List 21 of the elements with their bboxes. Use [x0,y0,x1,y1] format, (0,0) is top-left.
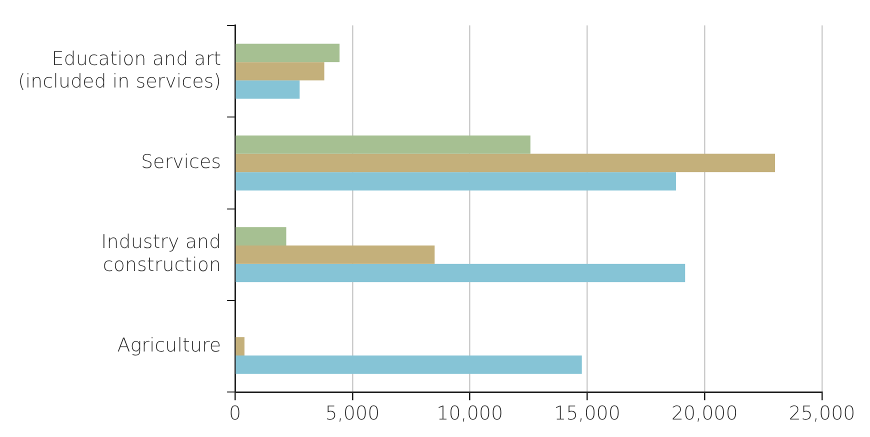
bar [236,172,676,190]
y-tick-label: Agriculture [117,334,222,356]
bar [236,44,340,62]
x-tick-label: 15,000 [554,402,620,425]
x-tick-label: 20,000 [671,402,738,425]
bar [236,80,300,99]
bar [236,227,286,246]
bar [236,135,530,154]
x-tick-label: 10,000 [436,402,504,425]
y-tick-label: Industry and construction [101,231,222,276]
x-tick-label: 5,000 [325,402,380,425]
bar [236,245,435,264]
y-tick-label: Services [140,150,222,173]
bar [236,62,324,80]
x-tick-label: 25,000 [788,402,856,425]
bar [236,356,582,374]
bar [236,154,776,172]
x-tick-label: 0 [229,402,242,425]
y-tick-label: Education and art (included in services) [18,48,222,93]
bar [236,337,244,356]
bar [236,264,686,282]
